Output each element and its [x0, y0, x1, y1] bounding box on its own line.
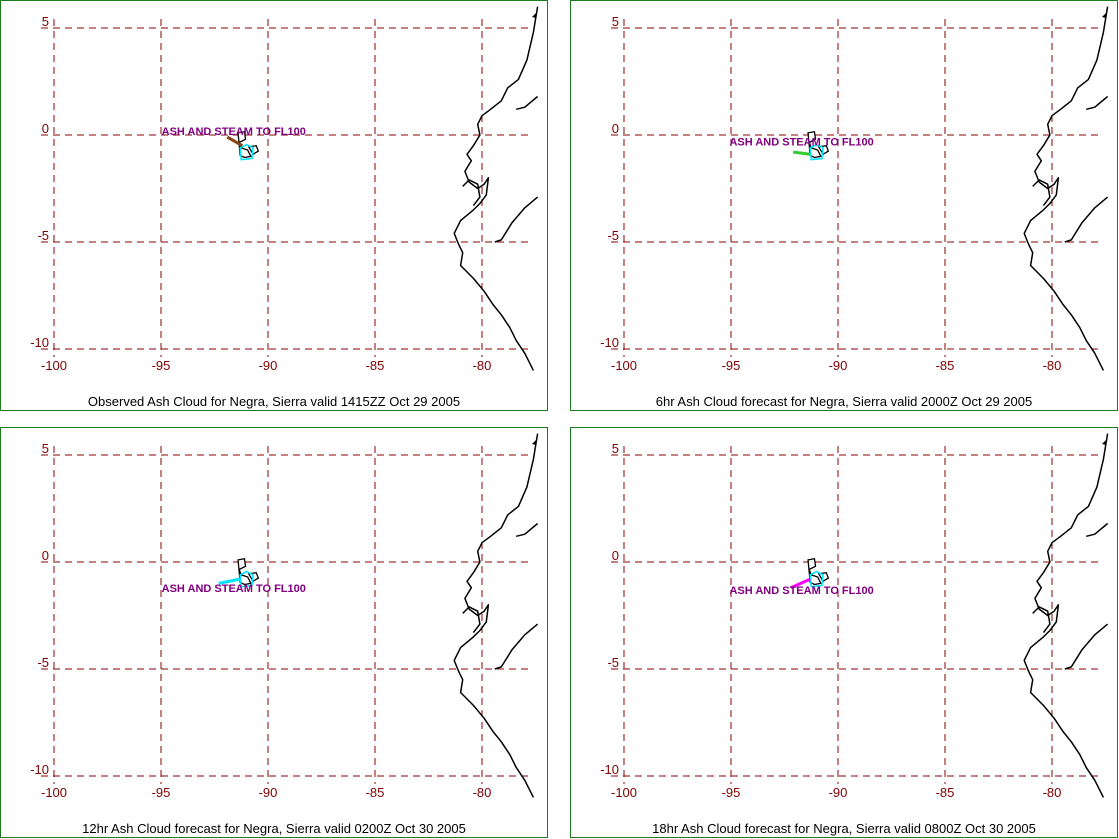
map-plot: -100 -95 -90 -85 -80 5 0 -5 -10 ASH AND STEAM TO …: [30, 433, 539, 800]
tick-label-lon: -85: [936, 358, 955, 373]
tick-label-lon: -95: [152, 785, 171, 800]
tick-label-lat: -5: [37, 655, 49, 670]
ash-cloud-outline: [239, 143, 254, 161]
coastline-south: [1064, 623, 1109, 670]
ash-annotation: ASH AND STEAM TO FL100: [729, 585, 873, 597]
coastline: [453, 6, 539, 371]
galapagos-islands: [237, 131, 260, 161]
coastline-inner: [1086, 522, 1109, 538]
map-plot: -100 -95 -90 -85 -80 5 0 -5 -10 ASH AND STEAM TO …: [600, 6, 1109, 373]
tick-label-lon: -90: [829, 785, 848, 800]
ash-plume: [226, 135, 244, 148]
tick-label-lat: 5: [42, 14, 49, 29]
tick-label-lon: -100: [41, 785, 67, 800]
panel-caption: 12hr Ash Cloud forecast for Negra, Sierr…: [82, 821, 466, 836]
panel-caption: 18hr Ash Cloud forecast for Negra, Sierr…: [652, 821, 1036, 836]
coastline: [453, 433, 539, 798]
map-panel-6hr: -100 -95 -90 -85 -80 5 0 -5 -10 ASH AND STEAM TO …: [570, 0, 1118, 411]
map-panel-12hr: -100 -95 -90 -85 -80 5 0 -5 -10 ASH AND STEAM TO …: [0, 427, 548, 838]
tick-label-lon: -100: [41, 358, 67, 373]
galapagos-islands: [807, 558, 830, 588]
coastline-south: [494, 623, 539, 670]
map-panel-18hr: -100 -95 -90 -85 -80 5 0 -5 -10 ASH AND STEAM TO …: [570, 427, 1118, 838]
ash-plume: [218, 577, 241, 585]
tick-label-lat: 0: [42, 548, 49, 563]
tick-label-lat: 0: [42, 121, 49, 136]
coastline-south: [1064, 196, 1109, 243]
ash-annotation: ASH AND STEAM TO FL100: [162, 126, 306, 138]
corner-marker: [532, 440, 536, 445]
tick-label-lon: -90: [259, 785, 278, 800]
panel-caption: Observed Ash Cloud for Negra, Sierra val…: [87, 394, 461, 409]
tick-label-lat: -10: [600, 335, 619, 350]
tick-label-lat: -10: [600, 762, 619, 777]
coastline-south: [494, 196, 539, 243]
coastline-inner: [1086, 95, 1109, 111]
tick-label-lon: -95: [152, 358, 171, 373]
ash-cloud-outline: [809, 570, 824, 588]
galapagos-islands: [237, 558, 260, 588]
coastline: [1023, 433, 1109, 798]
galapagos-islands: [807, 131, 830, 161]
ash-plume: [792, 150, 811, 156]
coastline: [1023, 6, 1109, 371]
tick-label-lon: -80: [473, 785, 492, 800]
tick-label-lon: -100: [611, 358, 637, 373]
coastline-gulf: [462, 179, 481, 207]
ash-cloud-outline: [239, 570, 254, 588]
tick-label-lon: -100: [611, 785, 637, 800]
tick-label-lon: -85: [366, 785, 385, 800]
tick-label-lat: -5: [37, 228, 49, 243]
ash-cloud-outline: [809, 143, 824, 161]
tick-label-lat: -5: [607, 228, 619, 243]
tick-label-lon: -80: [1043, 785, 1062, 800]
corner-marker: [532, 13, 536, 18]
tick-label-lon: -80: [473, 358, 492, 373]
map-plot: -100 -95 -90 -85 -80 5 0 -5 -10 ASH AND STEAM TO …: [600, 433, 1109, 800]
tick-label-lat: 0: [612, 548, 619, 563]
map-panel-observed: -100 -95 -90 -85 -80 5 0 -5 -10 ASH AND STEAM TO …: [0, 0, 548, 411]
tick-label-lon: -85: [366, 358, 385, 373]
corner-marker: [1102, 440, 1106, 445]
tick-label-lon: -90: [259, 358, 278, 373]
tick-label-lat: 5: [612, 441, 619, 456]
ash-annotation: ASH AND STEAM TO FL100: [729, 137, 873, 149]
tick-label-lon: -80: [1043, 358, 1062, 373]
panel-caption: 6hr Ash Cloud forecast for Negra, Sierra…: [655, 394, 1033, 409]
tick-label-lat: -5: [607, 655, 619, 670]
coastline-gulf: [1032, 179, 1051, 207]
coastline-inner: [516, 95, 539, 111]
map-plot: -100 -95 -90 -85 -80 5 0 -5 -10 ASH AND STEAM TO …: [30, 6, 539, 373]
ash-plume: [790, 577, 811, 590]
tick-label-lon: -95: [722, 785, 741, 800]
tick-label-lon: -90: [829, 358, 848, 373]
tick-label-lat: -10: [30, 762, 49, 777]
coastline-gulf: [1032, 606, 1051, 634]
coastline-inner: [516, 522, 539, 538]
ash-annotation: ASH AND STEAM TO FL100: [162, 583, 306, 595]
tick-label-lat: 5: [42, 441, 49, 456]
tick-label-lat: 5: [612, 14, 619, 29]
tick-label-lat: -10: [30, 335, 49, 350]
corner-marker: [1102, 13, 1106, 18]
tick-label-lat: 0: [612, 121, 619, 136]
tick-label-lon: -95: [722, 358, 741, 373]
tick-label-lon: -85: [936, 785, 955, 800]
coastline-gulf: [462, 606, 481, 634]
